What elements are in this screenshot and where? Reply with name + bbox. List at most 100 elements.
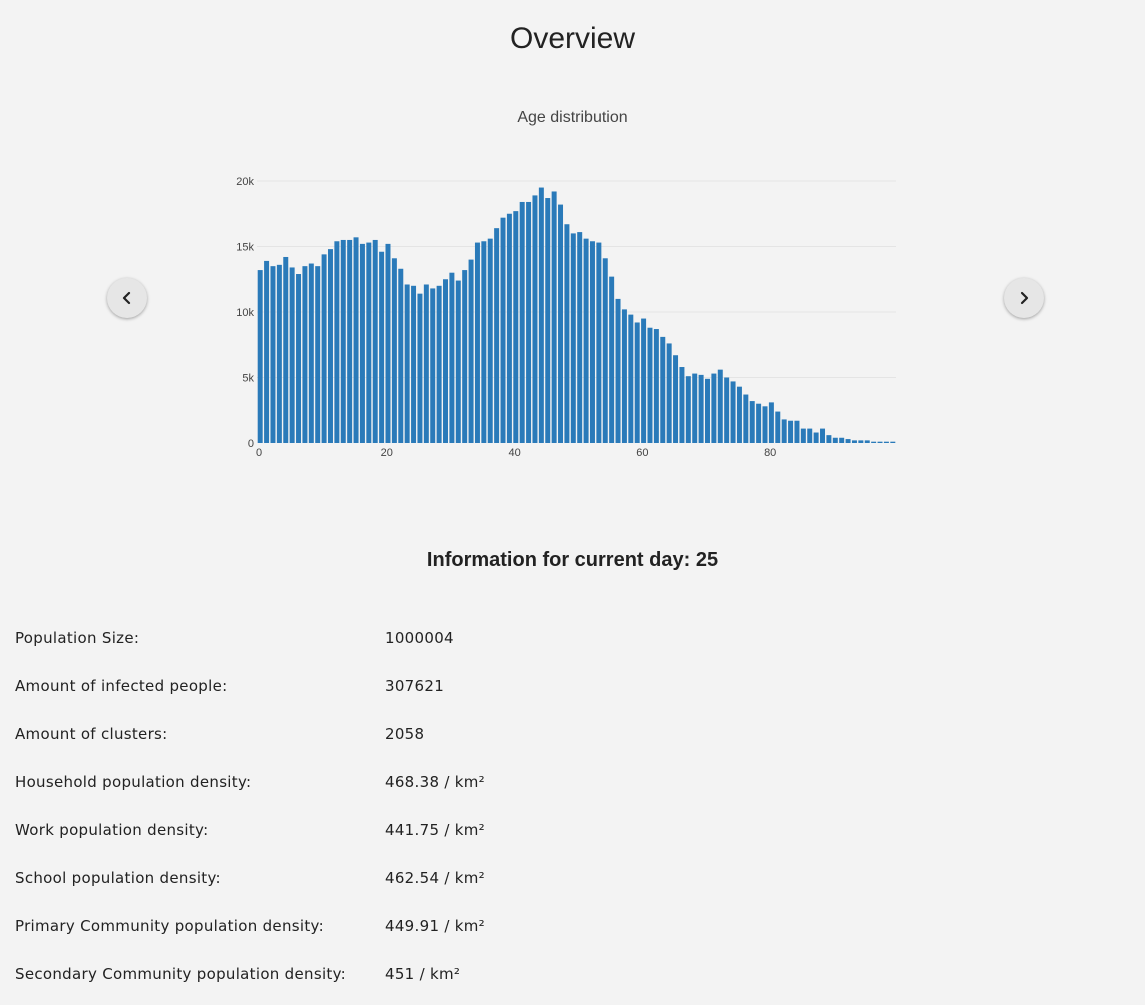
age-bar: [474, 242, 480, 443]
age-bar: [391, 258, 397, 443]
age-bar: [864, 440, 870, 443]
info-label: Primary Community population density:: [15, 917, 324, 935]
chart-plot: 0 5k 10k 15k 20k 0 20 40 60 80: [236, 176, 896, 459]
age-bar: [545, 198, 551, 443]
age-bar: [500, 217, 506, 443]
info-value: 462.54 / km²: [385, 869, 485, 887]
x-tick-label: 20: [381, 447, 393, 459]
x-tick-label: 60: [636, 447, 648, 459]
x-tick-label: 0: [256, 447, 262, 459]
age-bar: [839, 437, 845, 443]
age-bar: [596, 242, 602, 443]
age-bar: [302, 266, 308, 443]
age-bar: [487, 238, 493, 443]
chart-title: Age distribution: [517, 109, 628, 126]
age-bar: [679, 367, 685, 443]
age-bar: [423, 284, 429, 443]
age-bar: [264, 260, 270, 443]
age-bar: [417, 293, 423, 443]
age-bar: [532, 195, 538, 443]
age-bar: [743, 394, 749, 443]
info-row-household-density: Household population density: 468.38 / k…: [15, 758, 1130, 806]
age-bar: [698, 374, 704, 443]
age-bar: [692, 373, 698, 443]
age-bar: [366, 242, 372, 443]
age-bar: [321, 254, 327, 443]
age-bar: [717, 369, 723, 443]
info-value: 307621: [385, 677, 445, 695]
age-bar: [871, 441, 877, 443]
age-bar: [443, 279, 448, 443]
age-bar: [685, 376, 691, 443]
age-bar: [730, 381, 736, 443]
y-tick-label: 10k: [236, 307, 254, 319]
age-bar: [404, 284, 410, 443]
age-bar: [481, 241, 487, 443]
info-row-clusters: Amount of clusters: 2058: [15, 710, 1130, 758]
info-row-work-density: Work population density: 441.75 / km²: [15, 806, 1130, 854]
age-bar: [666, 343, 672, 443]
page-title: Overview: [509, 22, 636, 55]
age-bar: [749, 401, 755, 443]
y-tick-label: 20k: [236, 176, 254, 188]
age-bar: [660, 336, 666, 443]
age-bar: [340, 239, 346, 443]
age-bar: [877, 441, 883, 443]
age-bar: [462, 270, 468, 443]
info-row-secondary-community-density: Secondary Community population density: …: [15, 950, 1130, 998]
info-table: Population Size: 1000004 Amount of infec…: [15, 614, 1130, 998]
age-bar: [455, 280, 461, 443]
age-bar: [359, 243, 365, 443]
age-bar: [526, 201, 532, 443]
age-bar: [736, 386, 742, 443]
age-bar: [641, 318, 647, 443]
info-label: Work population density:: [15, 821, 209, 839]
age-bar: [411, 285, 417, 443]
y-tick-label: 0: [248, 438, 254, 450]
info-label: Household population density:: [15, 773, 252, 791]
age-bar: [385, 243, 391, 443]
age-bar: [832, 437, 838, 443]
info-label: Secondary Community population density:: [15, 965, 347, 983]
next-chart-button[interactable]: [1004, 278, 1044, 318]
age-bar: [430, 288, 436, 443]
age-bar: [711, 373, 717, 443]
age-bar: [353, 237, 359, 443]
age-bar: [768, 402, 774, 443]
age-bar: [762, 406, 768, 443]
age-bar: [519, 201, 525, 443]
age-bar: [615, 298, 621, 443]
age-bar: [276, 264, 282, 443]
age-bar: [813, 432, 819, 443]
info-value: 1000004: [385, 629, 454, 647]
age-bar: [724, 377, 730, 443]
age-bar: [883, 441, 889, 443]
info-label: School population density:: [15, 869, 221, 887]
info-value: 449.91 / km²: [385, 917, 485, 935]
age-bar: [781, 419, 787, 443]
age-bar: [494, 228, 500, 443]
info-value: 468.38 / km²: [385, 773, 485, 791]
previous-chart-button[interactable]: [107, 278, 147, 318]
age-bar: [589, 241, 595, 443]
age-bar: [705, 378, 710, 443]
age-distribution-chart: Age distribution 0 5k 10k 15k 20k 0 20 40 60 80: [0, 90, 1145, 490]
age-bar: [558, 204, 564, 443]
age-bar: [398, 268, 404, 443]
age-bar: [296, 274, 302, 443]
age-bar: [653, 329, 659, 443]
age-bar: [794, 420, 800, 443]
age-bar: [583, 238, 589, 443]
age-bar: [551, 191, 557, 443]
age-bar: [506, 213, 512, 443]
age-bar: [807, 428, 813, 443]
info-row-primary-community-density: Primary Community population density: 44…: [15, 902, 1130, 950]
info-label: Amount of infected people:: [15, 677, 228, 695]
age-bar: [826, 435, 832, 443]
age-bar: [756, 403, 762, 443]
age-bar: [283, 256, 289, 443]
chevron-left-icon: [122, 291, 131, 305]
info-value: 451 / km²: [385, 965, 461, 983]
age-bar: [270, 266, 276, 443]
current-day-prefix: Information for current day:: [426, 549, 696, 571]
